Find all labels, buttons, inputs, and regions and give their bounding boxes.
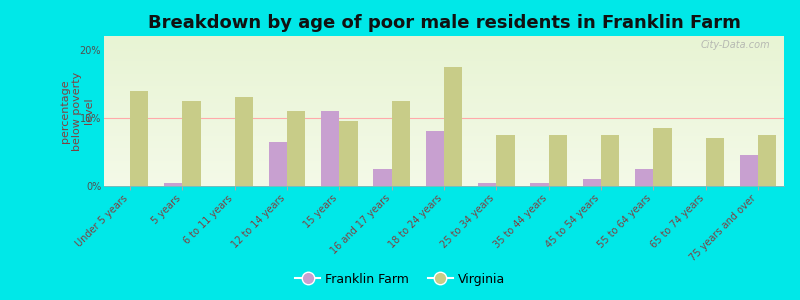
Bar (549, 135, 567, 186)
Bar (654, 128, 671, 186)
Title: Breakdown by age of poor male residents in Franklin Farm: Breakdown by age of poor male residents … (147, 14, 741, 32)
Bar (392, 101, 410, 186)
Text: City-Data.com: City-Data.com (701, 40, 770, 50)
Bar (601, 135, 619, 186)
Legend: Franklin Farm, Virginia: Franklin Farm, Virginia (290, 268, 510, 291)
Bar (496, 135, 514, 186)
Bar (426, 131, 444, 186)
Bar (374, 169, 392, 186)
Bar (182, 101, 201, 186)
Bar (478, 183, 496, 186)
Bar (234, 98, 253, 186)
Bar (269, 142, 287, 186)
Bar (287, 111, 306, 186)
Bar (706, 138, 724, 186)
Bar (130, 91, 149, 186)
Bar (739, 155, 758, 186)
Bar (758, 135, 776, 186)
Bar (321, 111, 339, 186)
Bar (530, 183, 549, 186)
Bar (444, 67, 462, 186)
Bar (582, 179, 601, 186)
Bar (164, 183, 182, 186)
Bar (339, 121, 358, 186)
Y-axis label: percentage
below poverty
level: percentage below poverty level (60, 71, 94, 151)
Bar (635, 169, 654, 186)
